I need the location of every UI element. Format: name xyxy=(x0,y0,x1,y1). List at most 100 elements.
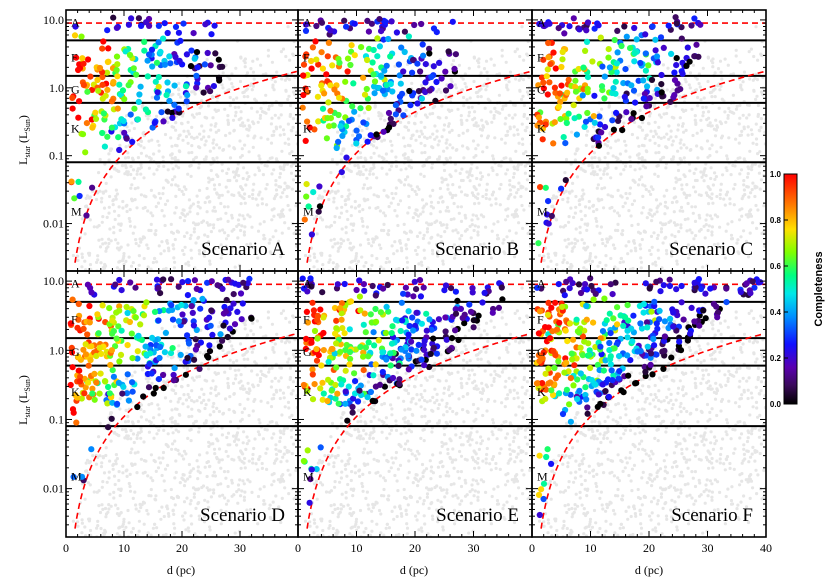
target-star xyxy=(623,109,630,116)
target-star xyxy=(115,134,122,141)
background-star xyxy=(640,128,645,132)
background-star xyxy=(769,67,772,70)
background-star xyxy=(214,394,218,398)
background-star xyxy=(251,84,255,88)
background-star xyxy=(354,256,358,261)
target-star xyxy=(606,64,614,71)
background-star xyxy=(235,359,239,363)
background-star xyxy=(189,233,193,237)
background-star xyxy=(478,243,483,247)
background-star xyxy=(442,149,446,153)
target-star xyxy=(610,85,617,92)
background-star xyxy=(405,256,409,260)
background-star xyxy=(626,252,630,256)
background-star xyxy=(362,183,366,187)
background-star xyxy=(147,139,151,143)
background-star xyxy=(253,360,257,364)
background-star xyxy=(436,143,440,147)
background-star xyxy=(116,241,120,245)
target-star xyxy=(184,332,191,339)
background-star xyxy=(151,214,155,218)
background-star xyxy=(192,227,196,231)
background-star xyxy=(604,263,608,267)
background-star xyxy=(767,90,770,93)
background-star xyxy=(702,224,706,228)
background-star xyxy=(587,199,591,204)
background-star xyxy=(320,195,325,199)
background-star xyxy=(226,121,230,125)
background-star xyxy=(338,215,342,219)
background-star xyxy=(152,152,156,156)
background-star xyxy=(759,52,763,56)
background-star xyxy=(674,240,678,244)
target-star xyxy=(146,51,153,58)
background-star xyxy=(721,173,725,177)
background-star xyxy=(223,496,227,500)
background-star xyxy=(493,106,497,110)
background-star xyxy=(182,484,187,488)
background-star xyxy=(591,204,595,208)
background-star xyxy=(429,200,434,204)
target-star xyxy=(128,15,135,22)
background-star xyxy=(590,259,595,263)
background-star xyxy=(121,199,125,204)
background-star xyxy=(657,135,661,139)
background-star xyxy=(185,366,189,370)
background-star xyxy=(677,230,681,234)
background-star xyxy=(739,235,743,239)
background-star xyxy=(198,188,202,192)
background-star xyxy=(693,190,698,194)
background-star xyxy=(250,225,254,229)
background-star xyxy=(177,92,181,96)
target-star xyxy=(640,77,647,84)
background-star xyxy=(280,209,284,213)
background-star xyxy=(499,182,503,187)
background-star xyxy=(508,179,512,183)
background-star xyxy=(250,88,254,92)
target-star xyxy=(614,27,621,34)
background-star xyxy=(198,409,202,413)
background-star xyxy=(199,104,203,108)
background-star xyxy=(221,71,225,75)
background-star xyxy=(682,191,686,195)
target-star xyxy=(180,20,187,27)
background-star xyxy=(190,407,194,411)
background-star xyxy=(565,261,569,265)
target-star xyxy=(83,212,90,219)
background-star xyxy=(466,175,470,179)
background-star xyxy=(571,181,575,185)
target-star xyxy=(555,103,562,110)
background-star xyxy=(216,371,220,375)
background-star xyxy=(718,192,722,197)
background-star xyxy=(375,256,379,261)
target-star xyxy=(105,45,112,52)
background-star xyxy=(410,134,414,138)
background-star xyxy=(661,63,666,67)
background-star xyxy=(675,262,679,266)
background-star xyxy=(181,473,185,477)
target-star xyxy=(390,120,397,127)
background-star xyxy=(724,166,728,170)
background-star xyxy=(128,472,132,476)
background-star xyxy=(103,241,108,245)
target-star xyxy=(695,53,702,60)
background-star xyxy=(104,189,108,193)
background-star xyxy=(135,206,139,210)
background-star xyxy=(473,186,477,190)
target-star xyxy=(321,90,328,97)
background-star xyxy=(220,458,224,462)
background-star xyxy=(713,177,717,181)
background-star xyxy=(287,142,291,146)
background-star xyxy=(233,105,237,109)
target-star xyxy=(184,92,191,99)
background-star xyxy=(201,508,205,512)
background-star xyxy=(270,483,274,487)
background-star xyxy=(693,88,697,92)
background-star xyxy=(376,195,381,199)
background-star xyxy=(467,66,471,70)
target-star xyxy=(686,58,693,65)
background-star xyxy=(680,124,685,128)
background-star xyxy=(329,171,333,175)
background-star xyxy=(514,231,518,235)
background-star xyxy=(179,121,184,125)
